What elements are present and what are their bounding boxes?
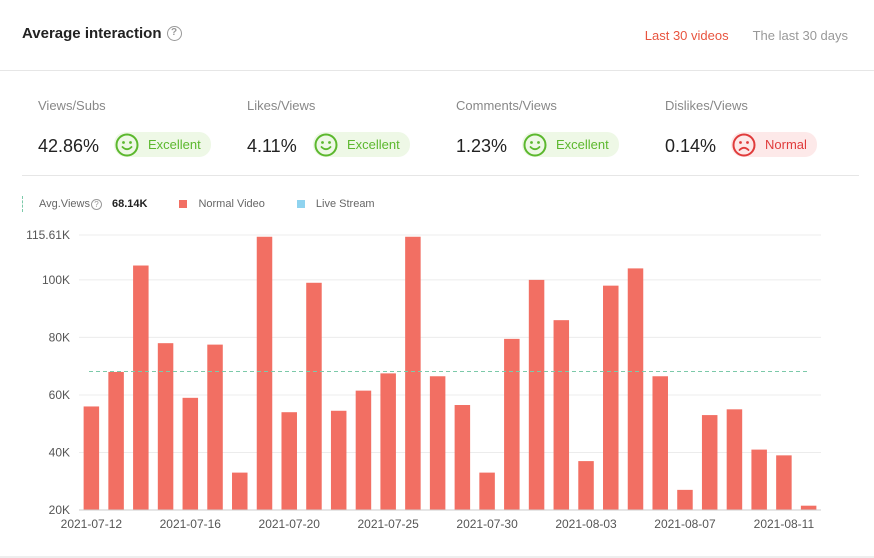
rating-text: Excellent	[347, 137, 400, 152]
rating-text: Excellent	[556, 137, 609, 152]
smile-face-icon	[523, 133, 547, 156]
metric-value: 4.11%	[247, 136, 297, 156]
help-icon[interactable]: ?	[166, 26, 182, 41]
avg-line-legend-marker	[22, 196, 23, 212]
bar[interactable]	[133, 265, 149, 510]
avg-views-value: 68.14K	[111, 198, 148, 210]
tab-last-30-videos[interactable]: Last 30 videos	[644, 28, 729, 43]
bar[interactable]	[405, 236, 421, 510]
bar[interactable]	[83, 406, 100, 510]
avg-views-label: Avg.Views	[39, 198, 90, 210]
smile-face-icon	[314, 133, 338, 156]
y-tick-label: 115.61K	[26, 228, 70, 242]
bar[interactable]	[355, 390, 372, 510]
live-stream-swatch	[296, 200, 305, 208]
bar[interactable]	[528, 279, 545, 510]
rating-text: Normal	[765, 137, 807, 152]
y-tick-label: 100K	[42, 273, 70, 287]
bar[interactable]	[627, 268, 644, 510]
metrics-row: Views/Subs 42.86% Excellent Likes/Views …	[22, 71, 859, 176]
period-tabs: Last 30 videos The last 30 days	[645, 28, 848, 43]
x-tick-label: 2021-07-20	[259, 517, 321, 531]
rating-badge: Normal	[731, 132, 817, 157]
x-tick-label: 2021-08-03	[555, 517, 617, 531]
bar[interactable]	[751, 449, 767, 510]
metric-value: 1.23%	[456, 136, 508, 156]
section-header: Average interaction ? Last 30 videos The…	[0, 0, 874, 71]
bar[interactable]	[677, 489, 693, 510]
bar[interactable]	[504, 338, 520, 510]
bottom-divider	[0, 556, 874, 558]
bar[interactable]	[232, 472, 248, 510]
legend-normal-video[interactable]: Normal Video	[179, 198, 265, 210]
bar[interactable]	[479, 472, 495, 510]
bar[interactable]	[157, 343, 174, 510]
views-bar-chart: 20K 40K 60K 80K 100K 115.61K 2021-07-12 2021-07…	[26, 228, 821, 531]
y-tick-label: 20K	[49, 503, 70, 517]
chart-legend: Avg.Views ? 68.14K Normal Video Live Str…	[22, 195, 407, 213]
bar[interactable]	[603, 285, 619, 510]
legend-live-stream[interactable]: Live Stream	[296, 198, 375, 210]
bar[interactable]	[207, 344, 223, 510]
bar[interactable]	[701, 415, 718, 510]
legend-normal-label: Normal Video	[198, 198, 265, 210]
rating-badge: Excellent	[313, 132, 410, 157]
metric-value: 42.86%	[38, 136, 100, 156]
rating-badge: Excellent	[522, 132, 619, 157]
metric-label: Likes/Views	[247, 98, 316, 113]
y-tick-label: 60K	[49, 388, 70, 402]
bar[interactable]	[578, 461, 594, 510]
bar[interactable]	[182, 397, 199, 510]
help-icon[interactable]: ?	[90, 198, 102, 210]
bar[interactable]	[380, 373, 396, 510]
metric-label: Comments/Views	[456, 98, 557, 113]
bar[interactable]	[726, 409, 743, 510]
x-tick-label: 2021-07-16	[160, 517, 222, 531]
rating-text: Excellent	[148, 137, 201, 152]
bar[interactable]	[454, 405, 471, 510]
x-tick-label: 2021-07-25	[357, 517, 419, 531]
rating-badge: Excellent	[114, 132, 211, 157]
smile-face-icon	[115, 133, 139, 156]
bar[interactable]	[800, 505, 817, 510]
normal-video-swatch	[179, 200, 188, 208]
x-tick-label: 2021-07-12	[61, 517, 123, 531]
bar[interactable]	[256, 236, 273, 510]
x-tick-label: 2021-08-07	[654, 517, 716, 531]
bar[interactable]	[553, 320, 570, 510]
section-title-text: Average interaction	[22, 25, 162, 42]
metric-label: Views/Subs	[38, 98, 106, 113]
bar[interactable]	[306, 282, 322, 510]
x-tick-label: 2021-08-11	[754, 517, 815, 531]
y-tick-label: 80K	[49, 330, 70, 344]
tab-last-30-days[interactable]: The last 30 days	[752, 28, 848, 43]
bar[interactable]	[330, 410, 347, 510]
metric-value: 0.14%	[665, 136, 717, 156]
bar[interactable]	[429, 376, 446, 510]
metric-label: Dislikes/Views	[665, 98, 748, 113]
bar[interactable]	[652, 376, 668, 510]
bar[interactable]	[776, 455, 792, 510]
y-tick-label: 40K	[49, 445, 70, 459]
legend-live-label: Live Stream	[315, 198, 375, 210]
sad-face-icon	[732, 133, 756, 156]
bar[interactable]	[281, 412, 297, 510]
bar[interactable]	[108, 371, 124, 510]
x-tick-label: 2021-07-30	[456, 517, 518, 531]
section-title: Average interaction ?	[22, 25, 182, 42]
